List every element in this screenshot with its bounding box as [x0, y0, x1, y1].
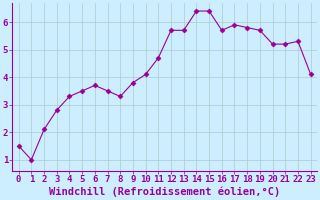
X-axis label: Windchill (Refroidissement éolien,°C): Windchill (Refroidissement éolien,°C)	[49, 187, 280, 197]
